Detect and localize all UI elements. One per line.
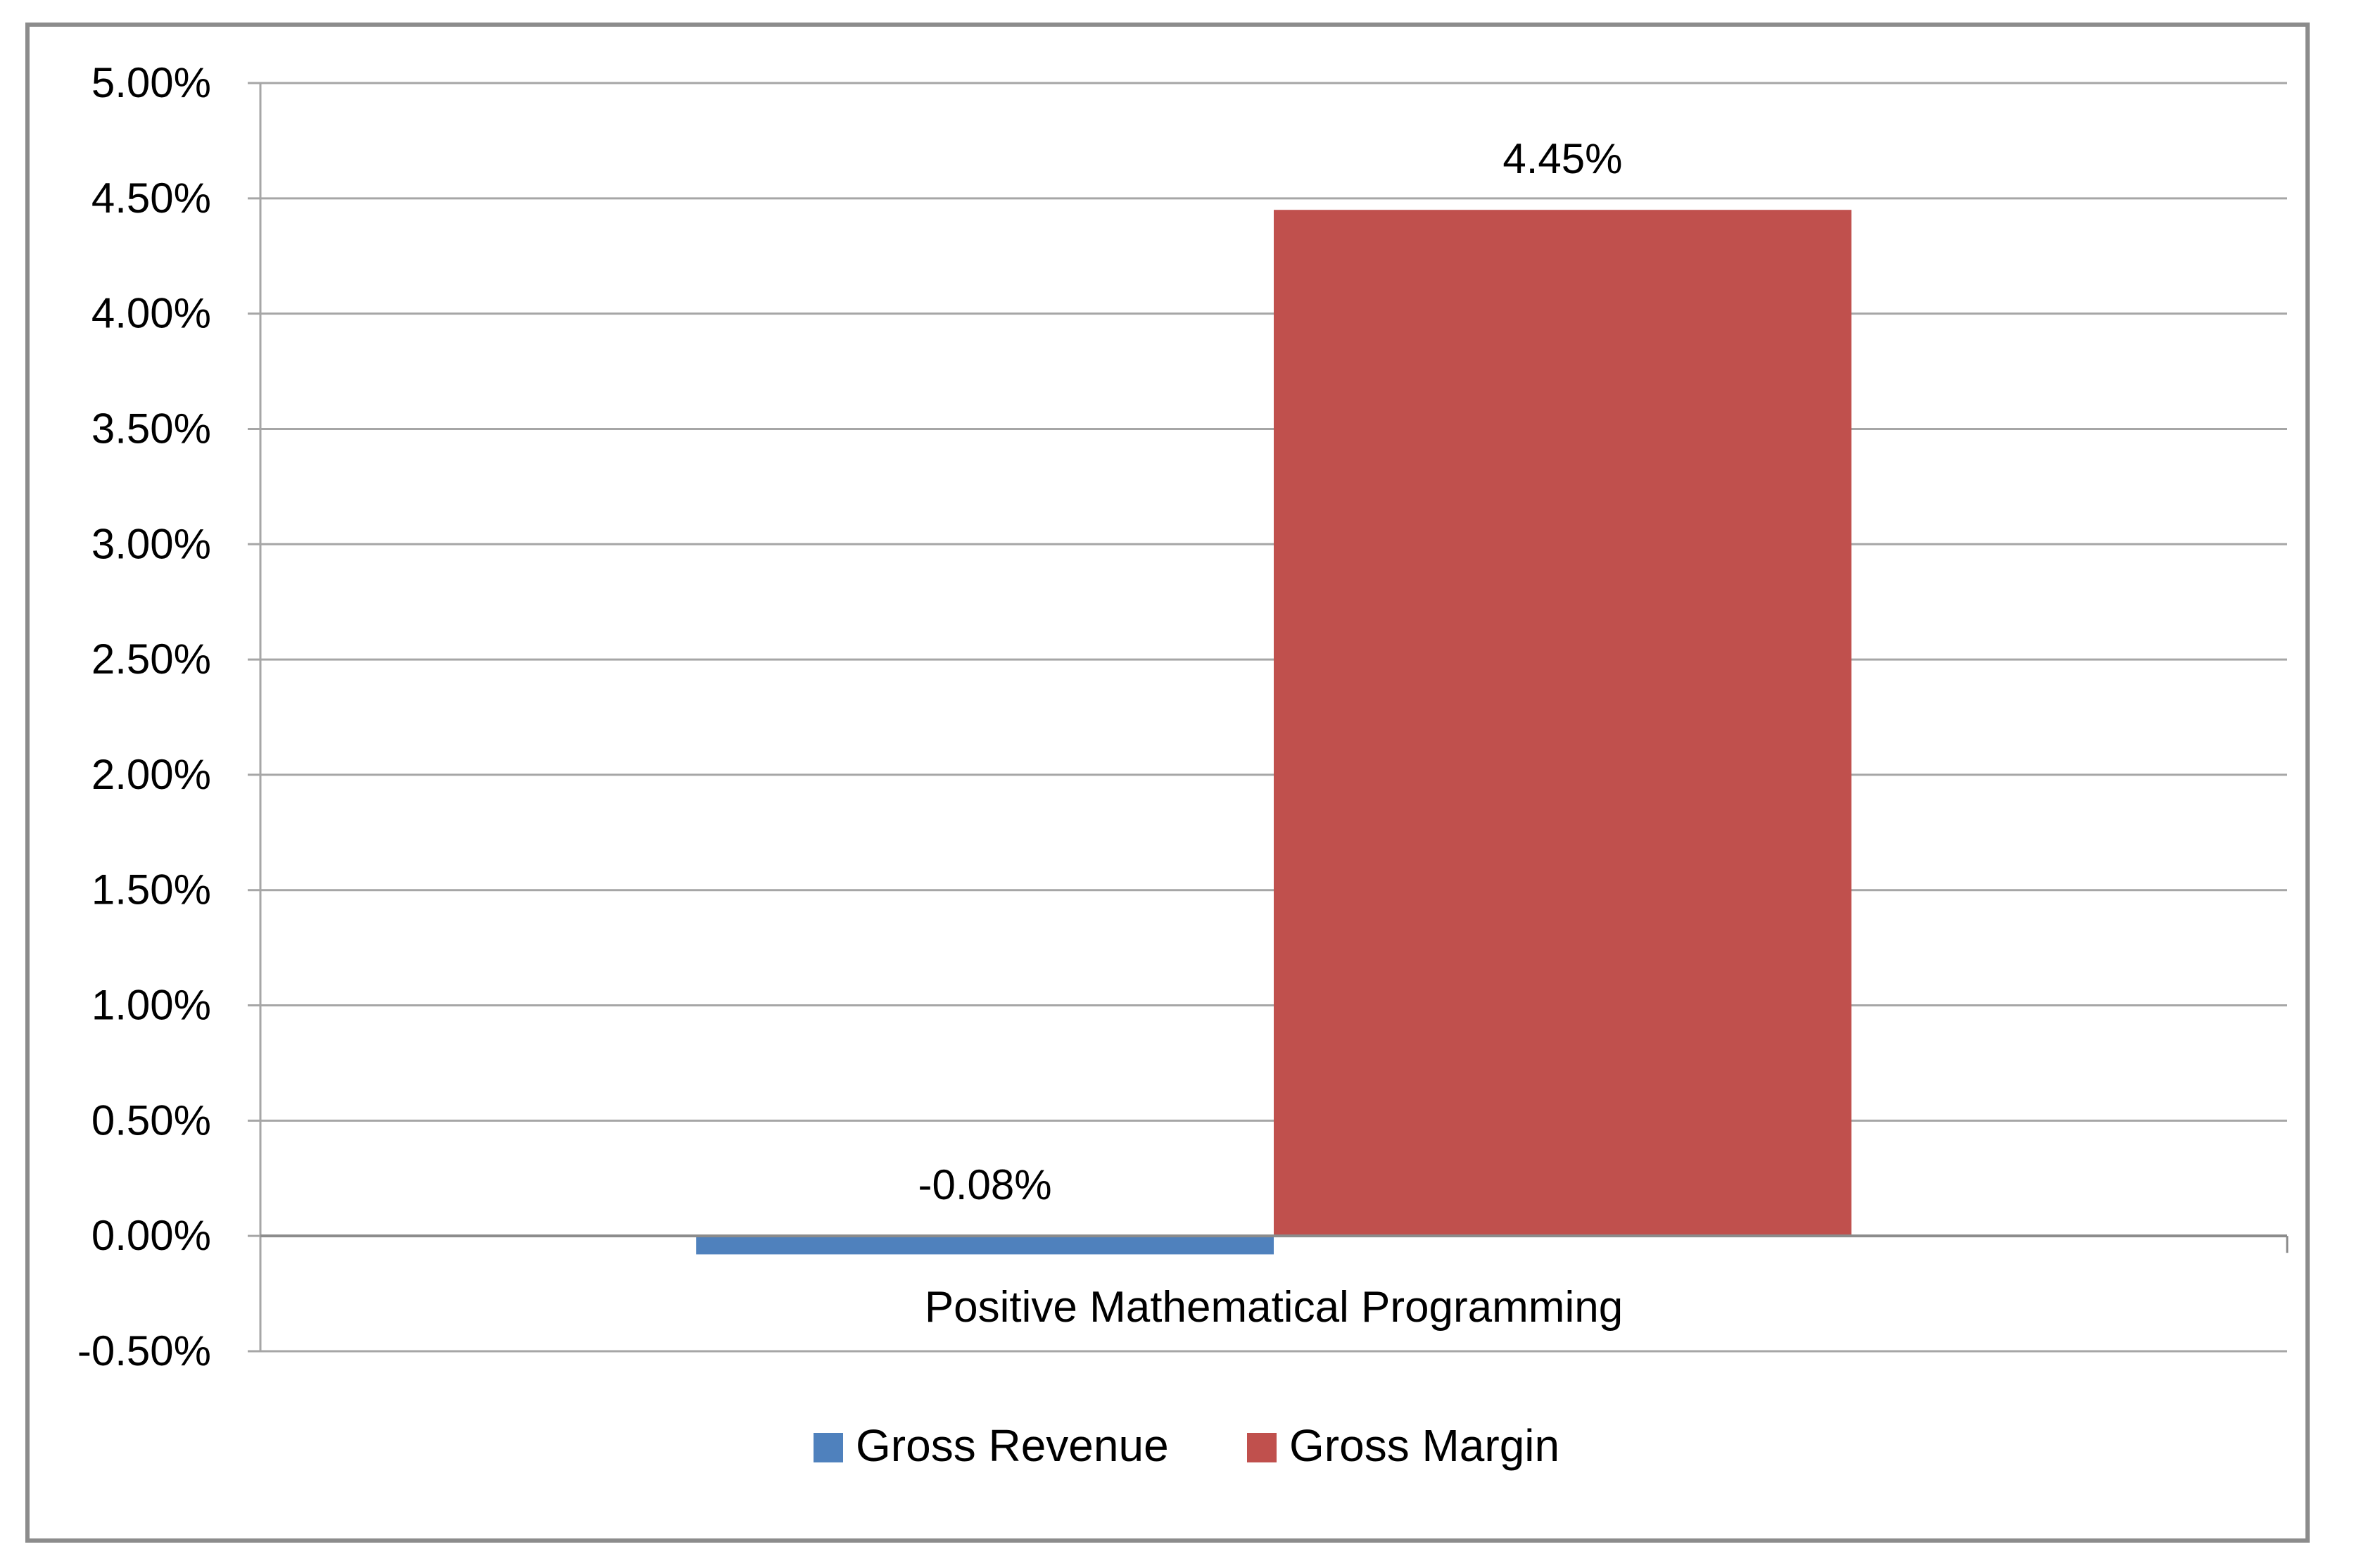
y-tick-label: 1.50% <box>91 866 211 913</box>
y-tick-label: 2.50% <box>91 636 211 683</box>
data-labels: -0.08% 4.45% <box>918 135 1623 1208</box>
legend: Gross Revenue Gross Margin <box>814 1420 1559 1471</box>
y-tick-label: 3.50% <box>91 405 211 452</box>
legend-swatch-gross-revenue <box>814 1433 843 1462</box>
legend-label: Gross Margin <box>1289 1420 1559 1471</box>
data-label: 4.45% <box>1502 135 1622 182</box>
category-labels: Positive Mathematical Programming <box>925 1283 1623 1332</box>
data-label: -0.08% <box>918 1161 1052 1208</box>
y-tick-label: 5.00% <box>91 59 211 106</box>
bars <box>696 210 1852 1255</box>
y-tick-label: 1.00% <box>91 982 211 1029</box>
axes <box>248 82 2289 1353</box>
legend-label: Gross Revenue <box>856 1420 1169 1471</box>
y-tick-label: 4.50% <box>91 175 211 222</box>
y-tick-label: 4.00% <box>91 290 211 337</box>
chart-frame <box>25 23 2310 1543</box>
bar-gross-revenue <box>696 1236 1274 1255</box>
y-tick-label: -0.50% <box>77 1327 211 1374</box>
y-tick-label: 0.50% <box>91 1096 211 1144</box>
y-tick-label: 2.00% <box>91 751 211 798</box>
bar-gross-margin <box>1274 210 1852 1237</box>
y-tick-label: 3.00% <box>91 520 211 567</box>
y-axis-tick-labels: -0.50% 0.00% 0.50% 1.00% 1.50% 2.00% 2.50% 3.00… <box>77 59 211 1374</box>
y-tick-label: 0.00% <box>91 1212 211 1259</box>
legend-swatch-gross-margin <box>1247 1433 1277 1462</box>
x-category-label: Positive Mathematical Programming <box>925 1283 1623 1332</box>
